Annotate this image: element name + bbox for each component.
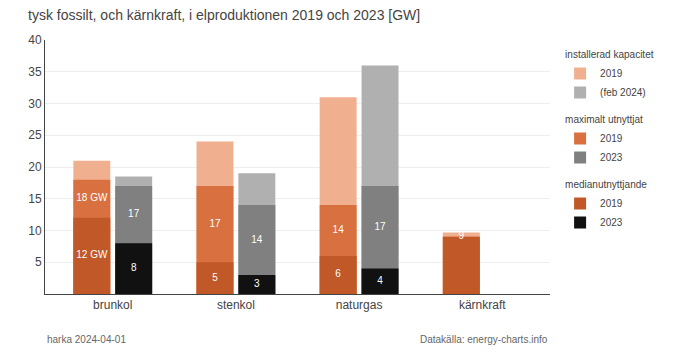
svg-text:2023: 2023	[600, 152, 623, 163]
svg-text:35: 35	[28, 65, 42, 79]
svg-text:brunkol: brunkol	[93, 298, 132, 312]
svg-text:5: 5	[212, 272, 218, 283]
svg-text:2023: 2023	[600, 217, 623, 228]
svg-text:harka 2024-04-01: harka 2024-04-01	[47, 334, 126, 345]
svg-text:tysk fossilt, och kärnkraft, i: tysk fossilt, och kärnkraft, i elprodukt…	[28, 7, 420, 23]
svg-text:(feb 2024): (feb 2024)	[600, 87, 646, 98]
svg-text:stenkol: stenkol	[217, 298, 255, 312]
svg-text:5: 5	[35, 255, 42, 269]
svg-text:20: 20	[28, 160, 42, 174]
svg-text:17: 17	[128, 208, 140, 219]
svg-text:25: 25	[28, 128, 42, 142]
svg-text:2019: 2019	[600, 133, 623, 144]
svg-text:18 GW: 18 GW	[76, 192, 108, 203]
svg-text:4: 4	[377, 275, 383, 286]
svg-text:17: 17	[209, 218, 221, 229]
svg-text:10: 10	[28, 224, 42, 238]
svg-text:17: 17	[374, 221, 386, 232]
svg-text:naturgas: naturgas	[336, 298, 383, 312]
svg-text:14: 14	[333, 224, 345, 235]
svg-text:9: 9	[459, 230, 465, 241]
svg-text:kärnkraft: kärnkraft	[459, 298, 506, 312]
svg-text:12 GW: 12 GW	[76, 249, 108, 260]
svg-text:8: 8	[131, 262, 137, 273]
svg-text:2019: 2019	[600, 68, 623, 79]
svg-text:40: 40	[28, 33, 42, 47]
svg-text:6: 6	[335, 268, 341, 279]
svg-text:2019: 2019	[600, 198, 623, 209]
svg-text:14: 14	[251, 234, 263, 245]
svg-text:30: 30	[28, 97, 42, 111]
svg-text:Datakälla: energy-charts.info: Datakälla: energy-charts.info	[420, 334, 548, 345]
svg-text:installerad kapacitet: installerad kapacitet	[565, 49, 654, 60]
svg-text:maximalt utnyttjat: maximalt utnyttjat	[565, 114, 643, 125]
svg-text:15: 15	[28, 192, 42, 206]
svg-text:medianutnyttjande: medianutnyttjande	[565, 179, 647, 190]
svg-text:3: 3	[254, 278, 260, 289]
